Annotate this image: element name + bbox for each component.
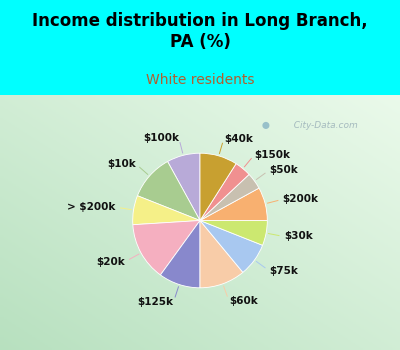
Wedge shape [200,174,259,220]
Text: $75k: $75k [269,266,298,276]
Text: ⬤: ⬤ [262,121,270,129]
Wedge shape [168,153,200,220]
Text: $60k: $60k [229,296,258,306]
Wedge shape [200,153,236,220]
Text: $50k: $50k [269,165,298,175]
Wedge shape [133,220,200,275]
Wedge shape [200,220,243,288]
Text: $40k: $40k [224,134,253,143]
Text: $150k: $150k [254,150,290,160]
Wedge shape [138,162,200,220]
Text: $200k: $200k [283,194,319,204]
Wedge shape [200,220,267,245]
Text: $125k: $125k [138,297,174,307]
Text: $100k: $100k [143,133,179,143]
Wedge shape [200,164,249,220]
Wedge shape [200,220,262,272]
Wedge shape [133,196,200,225]
Text: > $200k: > $200k [67,202,116,212]
Text: Income distribution in Long Branch,
PA (%): Income distribution in Long Branch, PA (… [32,12,368,51]
Text: $10k: $10k [107,159,136,169]
Text: City-Data.com: City-Data.com [288,121,358,130]
Text: $30k: $30k [284,231,312,242]
Wedge shape [160,220,200,288]
Text: $20k: $20k [96,257,125,267]
Text: White residents: White residents [146,74,254,88]
Wedge shape [200,188,267,220]
